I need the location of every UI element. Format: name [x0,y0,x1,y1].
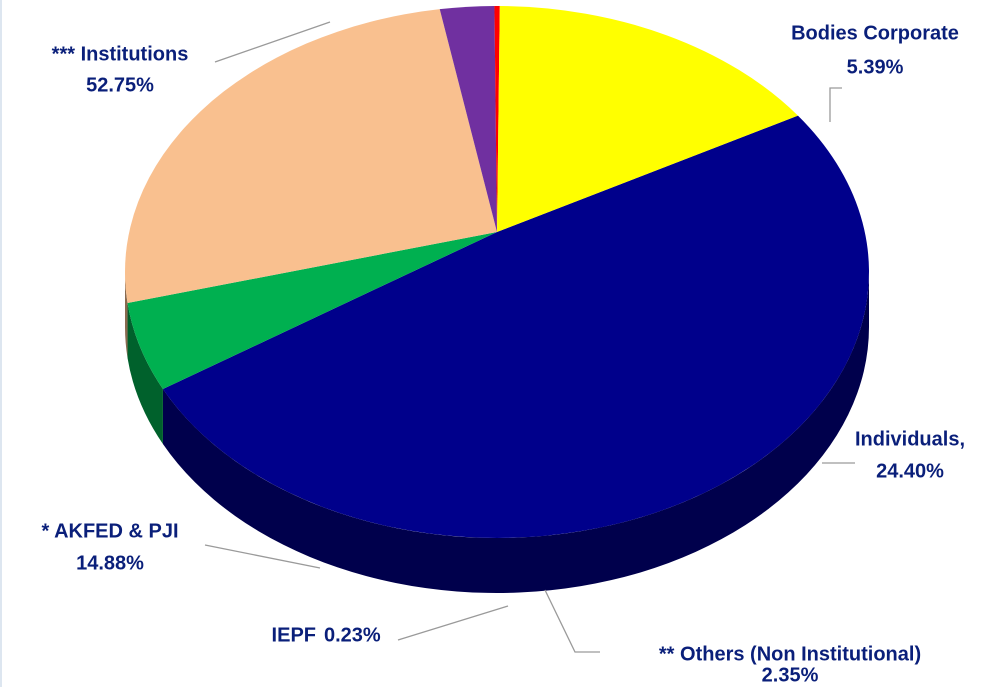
slice [125,9,497,304]
slice [439,6,497,233]
slice-value-label: 52.75% [86,74,154,96]
leader-line [397,605,509,641]
slice-label: ** Others (Non Institutional) [659,643,921,665]
leader-line [214,21,331,63]
slice-side [162,272,870,593]
slice-label: Individuals, [855,428,965,450]
slice-value-label: 24.40% [876,460,944,482]
slice-side [125,272,128,359]
slice-label: IEPF [272,624,316,646]
slice-label: Bodies Corporate [791,22,959,44]
leader-line [204,544,321,569]
slice-value-label: 0.23% [324,624,381,646]
leader-line [544,589,600,653]
slice-value-label: 2.35% [762,664,819,686]
slice [127,232,498,390]
slice-label: *** Institutions [52,43,189,65]
slice-label: * AKFED & PJI [41,520,178,542]
slice [494,6,500,233]
slice [162,115,870,538]
leader-line [829,87,842,122]
slice-value-label: 5.39% [847,56,904,78]
slice-value-label: 14.88% [76,552,144,574]
slice [497,6,798,232]
slice-side [127,303,163,445]
